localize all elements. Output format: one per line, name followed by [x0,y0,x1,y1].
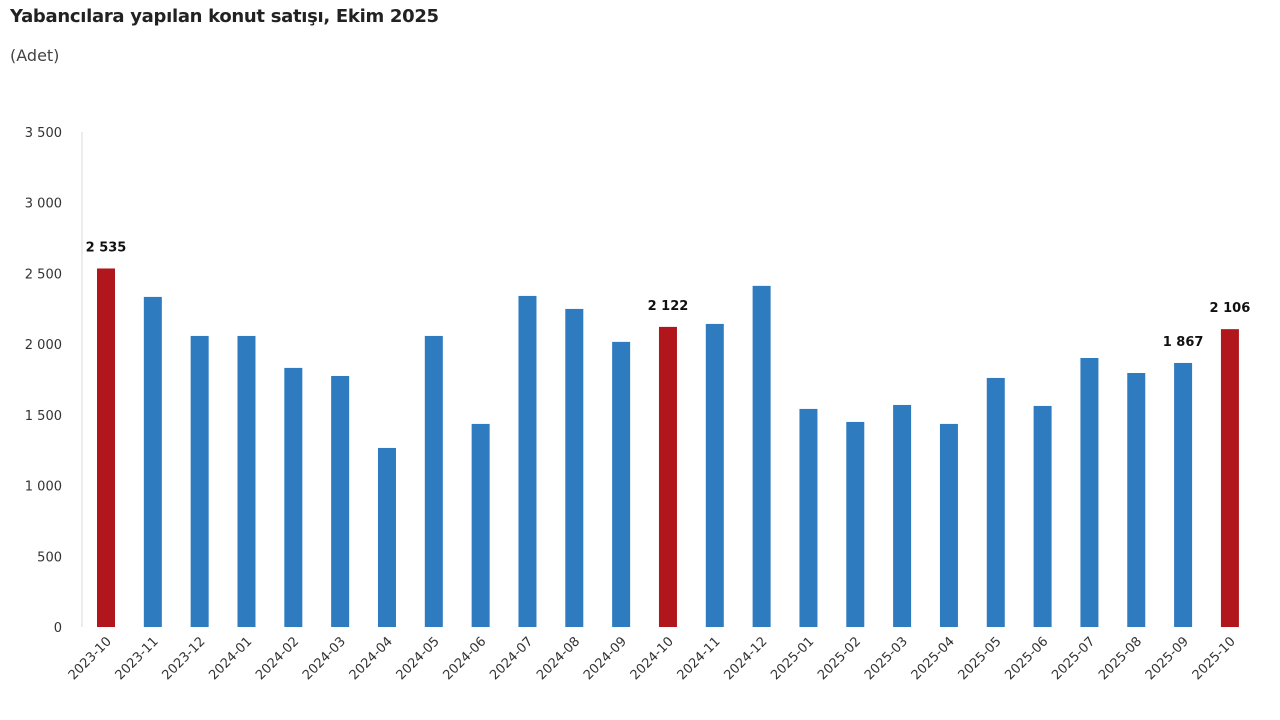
x-tick-label: 2025-10 [1190,634,1239,683]
bar-2024-04 [377,447,396,627]
y-tick-label: 3 500 [25,126,62,141]
x-tick-label: 2023-10 [66,634,115,683]
x-tick-label: 2025-02 [815,634,864,683]
y-tick-label: 3 000 [25,197,62,212]
bar-2024-09 [612,341,631,627]
x-tick-label: 2024-01 [206,634,255,683]
bar-2025-03 [893,404,912,627]
y-tick-label: 500 [37,550,62,565]
data-label: 1 867 [1163,335,1204,350]
bar-2025-01 [799,408,818,627]
y-tick-label: 2 000 [25,338,62,353]
bar-2025-09 [1174,362,1193,627]
bar-2024-12 [752,285,771,627]
bar-2024-07 [518,295,537,627]
bar-2025-07 [1080,358,1099,627]
bar-2023-12 [190,335,209,627]
bar-2025-10 [1220,329,1239,627]
y-tick-label: 0 [54,621,62,636]
bar-2025-08 [1127,372,1146,627]
bar-2024-11 [705,323,724,627]
y-tick-label: 2 500 [25,267,62,282]
x-tick-label: 2024-04 [347,634,396,683]
x-tick-label: 2024-10 [628,634,677,683]
bar-2023-10 [97,268,115,627]
data-label: 2 535 [86,240,127,255]
bar-2025-02 [846,421,865,627]
x-tick-label: 2025-08 [1096,634,1145,683]
data-label: 2 106 [1210,301,1251,316]
chart-title: Yabancılara yapılan konut satışı, Ekim 2… [10,6,439,27]
x-tick-label: 2025-09 [1143,634,1192,683]
bar-2025-04 [939,423,958,627]
y-tick-label: 1 500 [25,409,62,424]
x-tick-label: 2024-11 [675,634,724,683]
data-label: 2 122 [648,299,689,314]
x-tick-label: 2025-04 [909,634,958,683]
x-tick-label: 2024-03 [300,634,349,683]
x-tick-label: 2025-03 [862,634,911,683]
bar-2024-10 [658,326,677,627]
x-tick-label: 2024-12 [721,634,770,683]
x-tick-label: 2023-12 [159,634,208,683]
bar-2023-11 [143,296,162,627]
x-tick-label: 2024-09 [581,634,630,683]
chart-subtitle: (Adet) [10,46,60,65]
bar-2024-05 [424,335,443,627]
bar-2025-06 [1033,405,1052,627]
bar-2025-05 [986,377,1005,627]
x-tick-label: 2025-01 [768,634,817,683]
x-tick-label: 2024-02 [253,634,302,683]
x-tick-label: 2025-06 [1002,634,1051,683]
x-tick-label: 2024-08 [534,634,583,683]
bar-2024-08 [565,308,584,627]
bar-2024-02 [284,367,303,627]
bar-2024-06 [471,423,490,627]
y-tick-label: 1 000 [25,480,62,495]
x-tick-label: 2024-07 [487,634,536,683]
bar-2024-01 [237,335,256,627]
x-tick-label: 2025-07 [1049,634,1098,683]
x-tick-label: 2024-06 [440,634,489,683]
x-tick-label: 2025-05 [956,634,1005,683]
x-tick-label: 2023-11 [113,634,162,683]
bar-2024-03 [331,375,350,627]
x-tick-label: 2024-05 [394,634,443,683]
